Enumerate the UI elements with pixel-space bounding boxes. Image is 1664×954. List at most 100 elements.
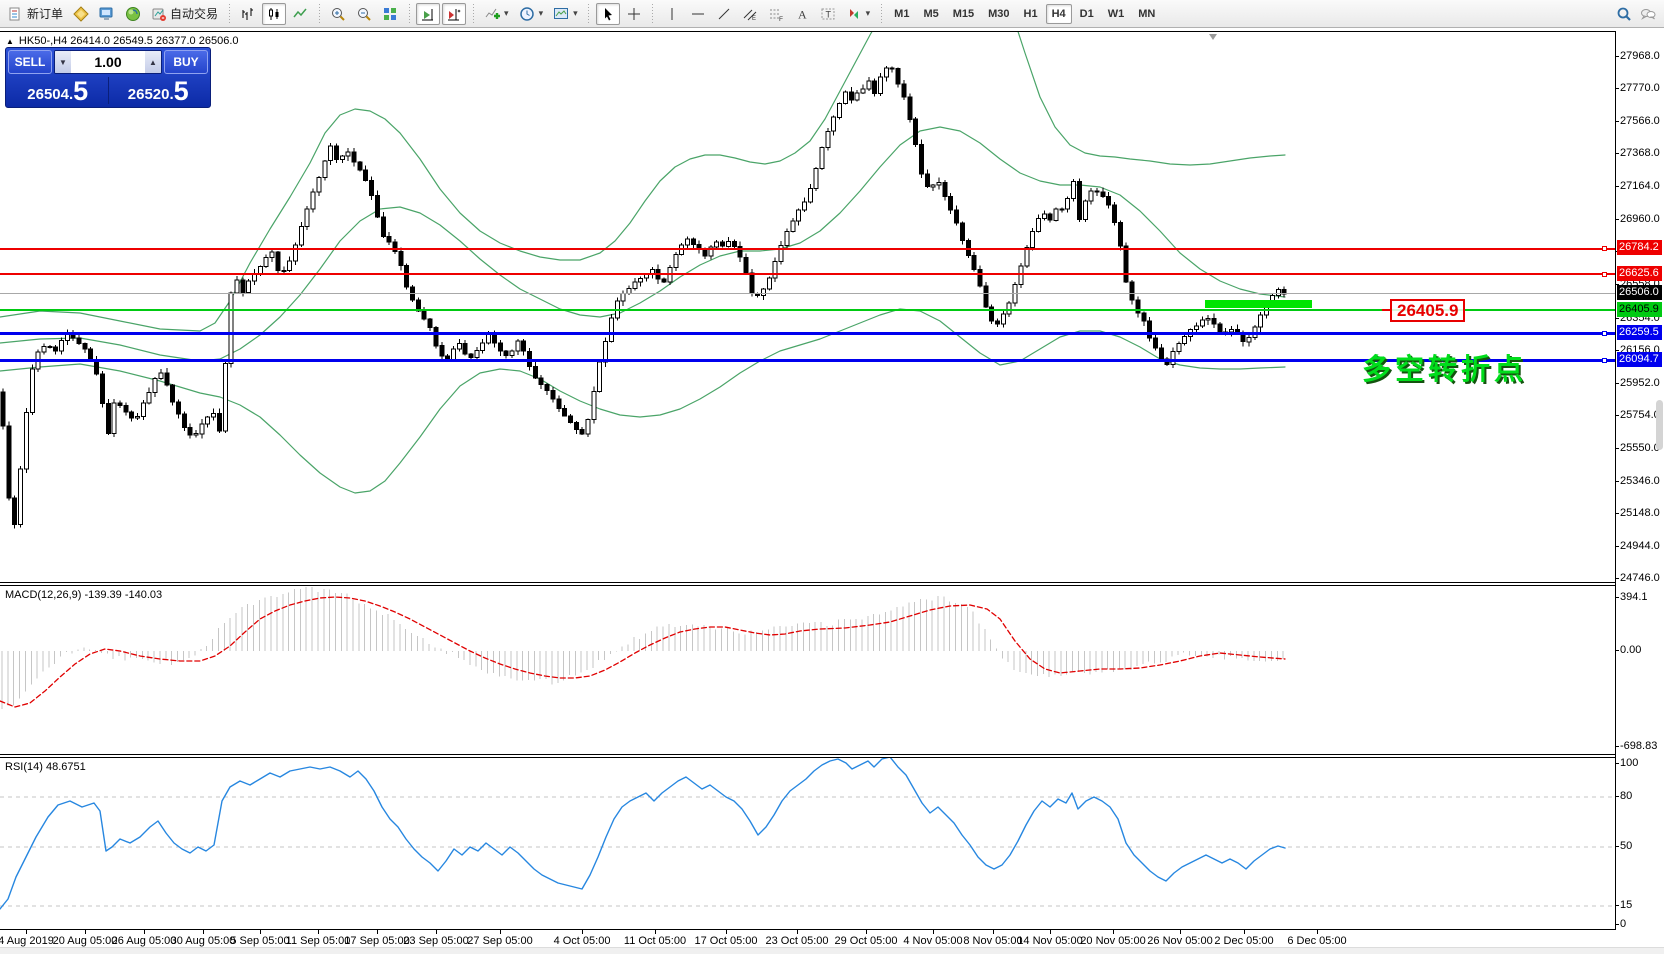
price-level-line[interactable] (0, 273, 1615, 275)
macd-pane[interactable]: MACD(12,26,9) -139.39 -140.03 (0, 585, 1615, 755)
zoom-out-button[interactable] (352, 3, 376, 25)
line-end-marker[interactable] (1602, 331, 1607, 336)
price-tick (1615, 88, 1619, 89)
timeframe-button-h4[interactable]: H4 (1045, 3, 1072, 24)
timeframe-button-m15[interactable]: M15 (952, 7, 975, 20)
volume-input[interactable] (71, 51, 145, 73)
time-tick (500, 930, 501, 934)
auto-trading-label: 自动交易 (170, 7, 219, 21)
timeframe-button-m30[interactable]: M30 (988, 7, 1010, 20)
price-tick-label: 24944.0 (1620, 540, 1660, 552)
candlestick-mode-button[interactable] (262, 2, 287, 25)
text-label-tool-button[interactable]: T (816, 3, 840, 25)
price-annotation-box[interactable]: 26405.9 (1381, 299, 1466, 322)
toolbar-separator (227, 3, 232, 24)
volume-decrease-button[interactable]: ▼ (55, 51, 71, 73)
scrollbar-thumb[interactable] (1656, 400, 1663, 450)
fibonacci-tool-button[interactable]: F (764, 3, 788, 25)
tile-windows-button[interactable] (378, 3, 402, 25)
buy-price[interactable]: 26520. 5 (109, 75, 209, 106)
main-chart-pane[interactable]: ▲ HK50-,H4 26414.0 26549.5 26377.0 26506… (0, 31, 1615, 583)
line-end-marker[interactable] (1602, 246, 1607, 251)
buy-price-big: 5 (173, 76, 189, 106)
macd-tick (1615, 746, 1619, 747)
indicators-button[interactable]: ▾ (480, 3, 513, 25)
horizontal-line-tool-button[interactable] (686, 3, 710, 25)
rsi-canvas[interactable] (0, 758, 1615, 931)
price-tick-label: 27770.0 (1620, 82, 1660, 94)
sell-button[interactable]: SELL (8, 50, 52, 74)
zoom-in-button[interactable] (326, 3, 350, 25)
price-tick-label: 24746.0 (1620, 572, 1660, 584)
market-watch-button[interactable] (95, 3, 119, 25)
zoom-in-icon (332, 7, 345, 21)
time-tick (1050, 930, 1051, 934)
timeframe-button-h1[interactable]: H1 (1023, 7, 1038, 20)
price-tick (1615, 481, 1619, 482)
time-tick-label: 4 Oct 05:00 (553, 935, 611, 947)
timeframe-button-m1[interactable]: M1 (894, 7, 910, 20)
toolbar-separator (317, 3, 322, 24)
main-toolbar: 新订单 自动交易 (0, 0, 1664, 28)
collapse-arrow-icon[interactable]: ▲ (6, 36, 14, 46)
one-click-trade-panel: SELL ▼ ▲ BUY 26504. 5 26520. 5 (5, 47, 211, 108)
line-end-marker[interactable] (1602, 358, 1607, 363)
macd-canvas[interactable] (0, 586, 1615, 756)
price-level-label: 26506.0 (1617, 285, 1662, 300)
templates-button[interactable]: ▾ (549, 3, 582, 25)
price-level-line[interactable] (0, 293, 1615, 294)
svg-text:E: E (752, 16, 756, 22)
trendline-tool-button[interactable] (712, 3, 736, 25)
right-scrollbar (1655, 28, 1664, 954)
crosshair-tool-button[interactable] (622, 3, 646, 25)
chart-shift-marker-icon[interactable] (1209, 34, 1217, 40)
timeframe-button-m5[interactable]: M5 (923, 7, 939, 20)
periods-button[interactable]: ▾ (515, 3, 548, 25)
vertical-line-tool-button[interactable] (660, 3, 684, 25)
chat-icon[interactable] (1640, 6, 1656, 22)
time-tick-label: 6 Dec 05:00 (1287, 935, 1347, 947)
new-order-button[interactable]: 新订单 (4, 3, 67, 25)
text-tool-button[interactable]: A (790, 3, 814, 25)
cursor-tool-button[interactable] (595, 2, 620, 25)
candlestick-icon (269, 7, 279, 20)
bar-chart-mode-button[interactable] (236, 3, 260, 25)
time-tick (582, 930, 583, 934)
price-tick-label: 26960.0 (1620, 213, 1660, 225)
rsi-label: RSI(14) 48.6751 (5, 761, 86, 773)
price-level-line[interactable] (0, 359, 1615, 362)
line-chart-mode-button[interactable] (288, 3, 312, 25)
channel-tool-button[interactable]: E (738, 3, 762, 25)
search-icon[interactable] (1616, 6, 1632, 22)
main-chart-canvas[interactable] (0, 32, 1615, 584)
svg-text:T: T (825, 9, 831, 19)
history-center-button[interactable] (69, 3, 93, 25)
macd-label: MACD(12,26,9) -139.39 -140.03 (5, 589, 163, 601)
buy-button[interactable]: BUY (164, 50, 208, 74)
timeframe-button-d1[interactable]: D1 (1079, 7, 1094, 20)
price-tick-label: 25550.0 (1620, 442, 1660, 454)
timeframe-button-mn[interactable]: MN (1138, 7, 1156, 20)
toolbar-separator (650, 3, 655, 24)
sound-button[interactable] (121, 3, 145, 25)
arrow-shapes-icon (849, 8, 858, 19)
time-tick (655, 930, 656, 934)
auto-trading-button[interactable]: 自动交易 (147, 3, 222, 25)
arrows-tool-button[interactable]: ▾ (842, 3, 875, 25)
price-level-label: 26405.9 (1617, 302, 1662, 317)
price-level-line[interactable] (0, 248, 1615, 250)
rsi-pane[interactable]: RSI(14) 48.6751 (0, 757, 1615, 930)
chinese-annotation[interactable]: 多空转折点 (1362, 354, 1528, 386)
sell-price[interactable]: 26504. 5 (8, 75, 108, 106)
auto-scroll-button[interactable] (416, 2, 441, 25)
timeframe-button-w1[interactable]: W1 (1107, 7, 1125, 20)
price-level-line[interactable] (0, 332, 1615, 335)
price-level-line[interactable] (0, 309, 1615, 311)
volume-increase-button[interactable]: ▲ (145, 51, 161, 73)
line-end-marker[interactable] (1602, 272, 1607, 277)
chart-shift-button[interactable] (442, 2, 467, 25)
rsi-tick (1615, 796, 1619, 797)
green-highlight-zone[interactable] (1205, 300, 1312, 308)
new-order-label: 新订单 (27, 7, 64, 21)
